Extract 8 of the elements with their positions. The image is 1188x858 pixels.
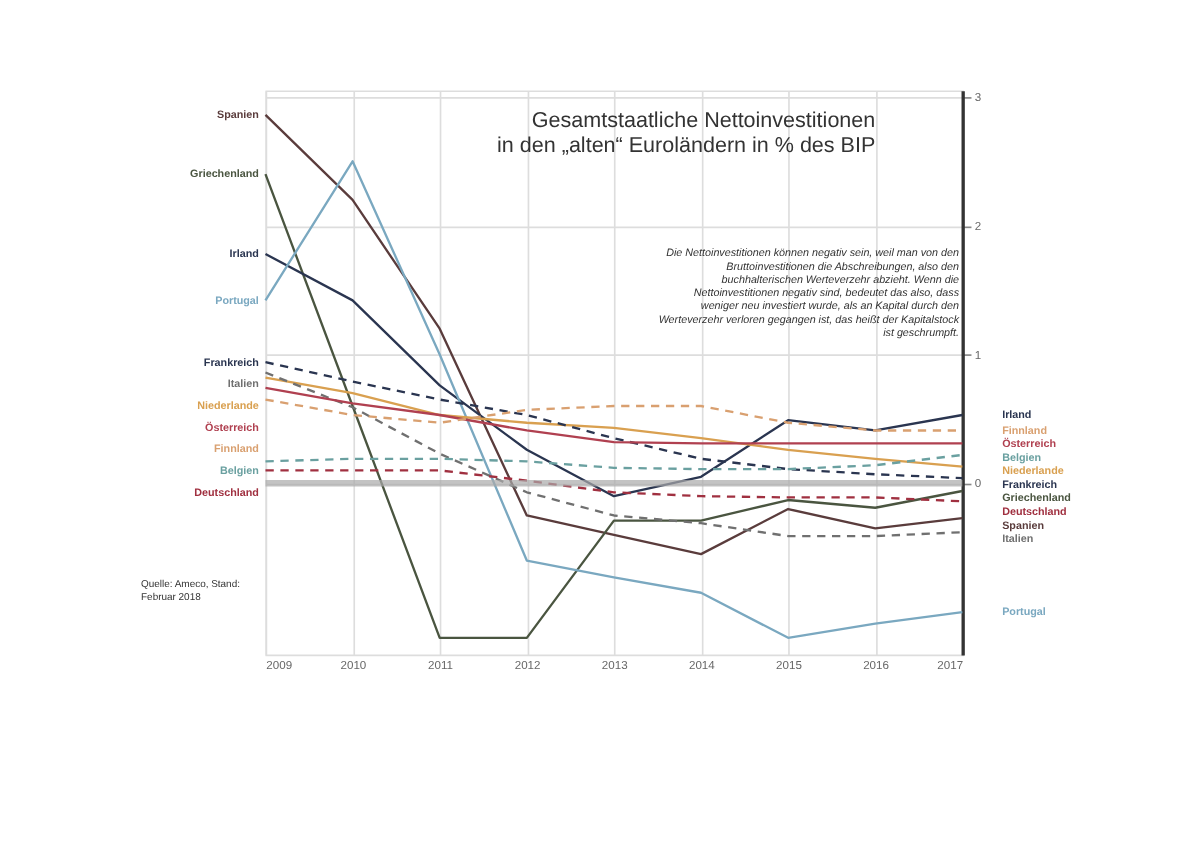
line-series bbox=[264, 376, 964, 468]
line-series bbox=[264, 386, 964, 445]
line-series bbox=[264, 453, 964, 471]
line-series bbox=[264, 371, 964, 538]
text: Gesamtstaatliche Nettoinvestitionen in den „alten“ Euroländern in % des BIP bbox=[497, 108, 876, 158]
line-series bbox=[264, 252, 964, 498]
line-series bbox=[264, 113, 964, 556]
line-series bbox=[264, 469, 964, 503]
